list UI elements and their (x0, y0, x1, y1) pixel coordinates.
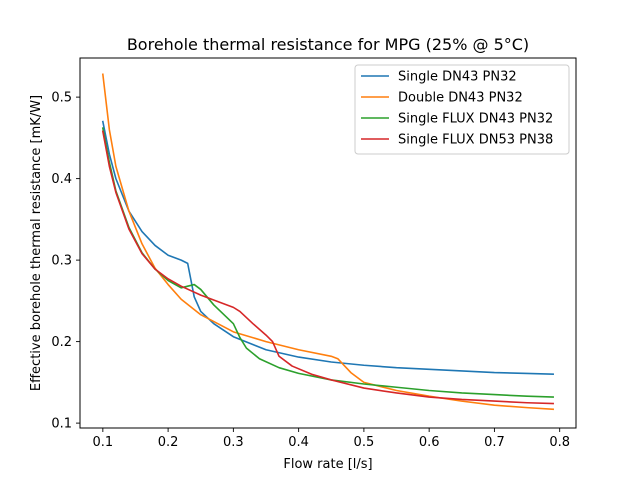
legend-label: Single FLUX DN53 PN38 (398, 133, 553, 148)
y-tick-label: 0.3 (51, 254, 72, 269)
y-axis: 0.1 0.2 0.3 0.4 0.5 (51, 91, 80, 432)
legend-label: Double DN43 PN32 (398, 91, 523, 106)
series-line-1 (101, 120, 554, 376)
plot-area (79, 57, 577, 429)
x-tick-label: 0.8 (549, 435, 570, 450)
legend-box (354, 64, 570, 155)
y-tick-label: 0.4 (51, 172, 72, 187)
x-tick-label: 0.3 (223, 435, 244, 450)
x-tick-label: 0.6 (419, 435, 440, 450)
x-axis: 0.1 0.2 0.3 0.4 0.5 0.6 0.7 0.8 (92, 428, 570, 450)
x-tick-label: 0.7 (484, 435, 505, 450)
x-tick-label: 0.5 (354, 435, 375, 450)
x-tick-label: 0.1 (92, 435, 113, 450)
y-tick-label: 0.5 (51, 91, 72, 106)
x-axis-label: Flow rate [l/s] (283, 457, 372, 472)
legend-label: Single FLUX DN43 PN32 (398, 112, 553, 127)
y-tick-label: 0.2 (51, 335, 72, 350)
y-tick-label: 0.1 (51, 417, 72, 432)
series-group (101, 73, 555, 411)
legend: Single DN43 PN32 Double DN43 PN32 Single F… (354, 64, 570, 155)
x-tick-label: 0.4 (288, 435, 309, 450)
plot-frame (79, 57, 577, 429)
y-axis-label: Effective borehole thermal resistance [m… (29, 95, 44, 391)
chart-title: Borehole thermal resistance for MPG (25%… (127, 35, 529, 54)
series-line-4 (101, 130, 554, 405)
legend-label: Single DN43 PN32 (398, 70, 517, 85)
x-tick-label: 0.2 (158, 435, 179, 450)
legend-items: Single DN43 PN32 Double DN43 PN32 Single F… (361, 70, 553, 148)
